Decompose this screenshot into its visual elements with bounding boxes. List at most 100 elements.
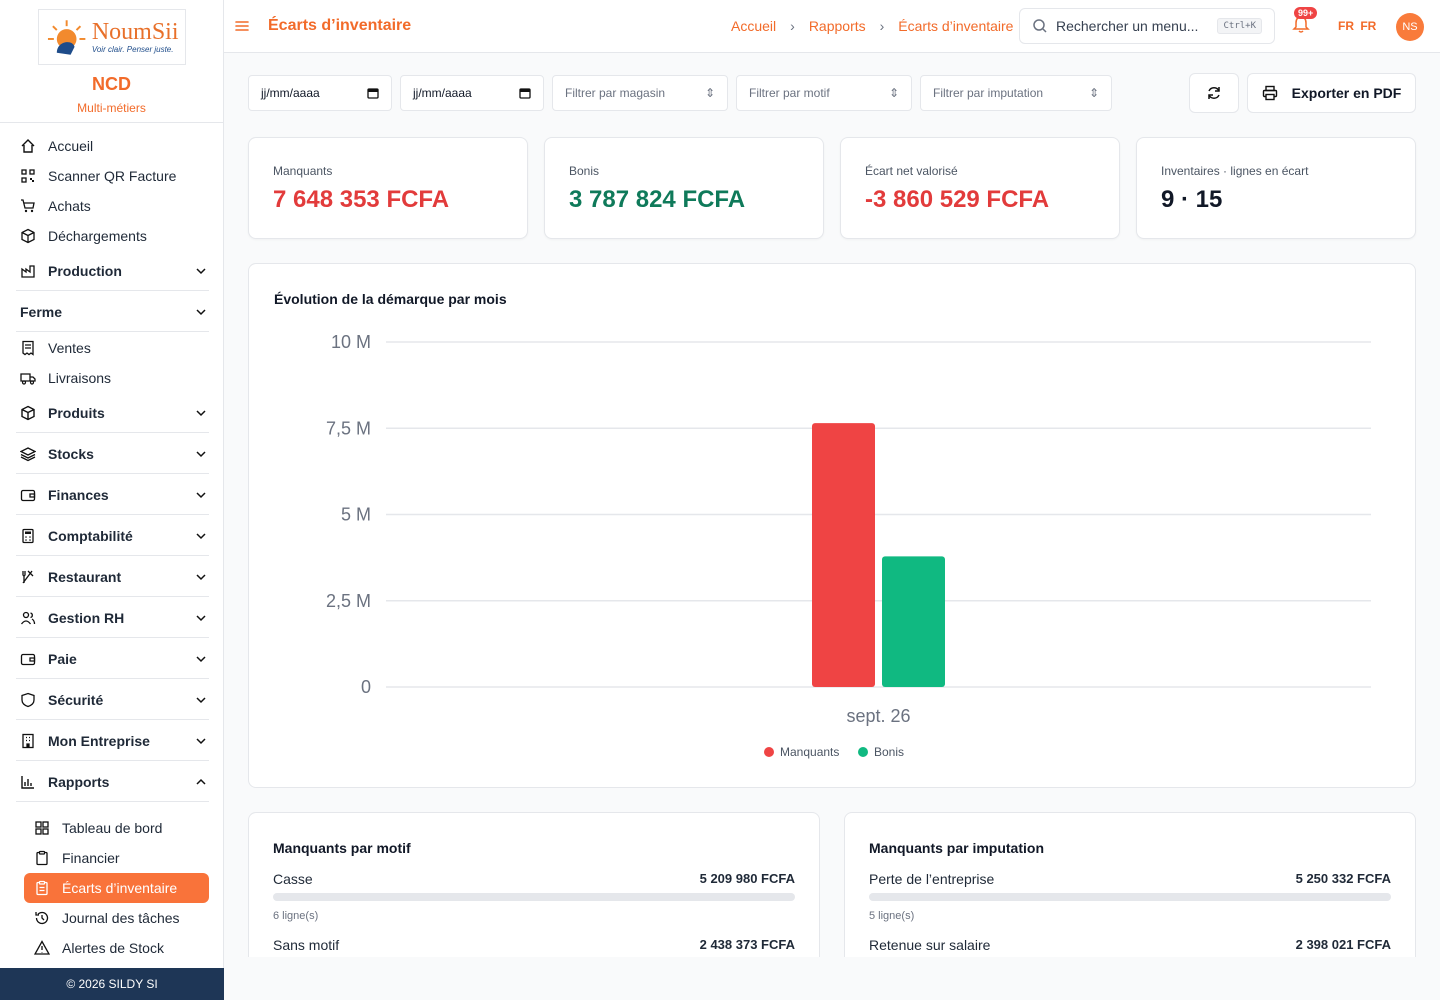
box-icon: [20, 405, 36, 421]
sidebar-item-label: Achats: [48, 198, 91, 214]
sidebar-item-accueil[interactable]: Accueil: [16, 131, 209, 161]
footer: © 2026 SILDY SI: [0, 968, 224, 1000]
bar-chart-icon: [20, 774, 36, 790]
export-pdf-button[interactable]: Exporter en PDF: [1247, 73, 1416, 113]
sidebar-subitem-label: Financier: [62, 850, 120, 866]
y-tick-label: 5 M: [341, 505, 371, 525]
cart-icon: [20, 198, 36, 214]
logo-tagline: Voir clair. Penser juste.: [91, 45, 174, 54]
printer-icon: [1262, 85, 1277, 101]
sidebar-group-stocks[interactable]: Stocks: [16, 434, 209, 474]
bar-manquants: [812, 423, 875, 687]
logo-name: NoumSii: [91, 19, 179, 45]
date-to-value: jj/mm/aaaa: [413, 86, 472, 100]
chevron-down-icon: [196, 655, 206, 662]
kpi-label: Inventaires · lignes en écart: [1161, 164, 1309, 178]
reason-amount: 2 438 373 FCFA: [699, 937, 795, 952]
layers-icon: [20, 446, 36, 462]
sidebar-group-comptabilite[interactable]: Comptabilité: [16, 516, 209, 556]
sidebar-item-achats[interactable]: Achats: [16, 191, 209, 221]
progress-bar: [869, 893, 1391, 901]
utensils-icon: [20, 569, 36, 585]
shield-icon: [20, 692, 36, 708]
sidebar-item-label: Déchargements: [48, 228, 147, 244]
sidebar-group-label: Rapports: [48, 773, 110, 790]
logo[interactable]: NoumSii Voir clair. Penser juste.: [37, 9, 186, 65]
sidebar-group-label: Gestion RH: [48, 609, 125, 626]
sidebar-group-label: Stocks: [48, 445, 94, 462]
breadcrumb-accueil[interactable]: Accueil: [731, 18, 777, 34]
sidebar-subitem-label: Alertes de Stock: [62, 940, 164, 956]
date-to-input[interactable]: jj/mm/aaaa: [400, 75, 544, 111]
breadcrumb-current: Écarts d’inventaire: [898, 18, 1014, 34]
calendar-icon[interactable]: [519, 87, 531, 99]
sidebar-group-label: Restaurant: [48, 568, 122, 585]
sidebar-group-label: Production: [48, 262, 122, 279]
sidebar-subitem-tableau-de-bord[interactable]: Tableau de bord: [24, 813, 209, 843]
sidebar-group-mon-entreprise[interactable]: Mon Entreprise: [16, 721, 209, 761]
page-title: Écarts d’inventaire: [268, 17, 412, 34]
chevron-right-icon: ›: [790, 18, 795, 34]
kpi-value: 9 · 15: [1161, 186, 1223, 213]
viewport-bottom-edge: [224, 957, 1440, 1000]
sidebar-group-production[interactable]: Production: [16, 251, 209, 291]
date-from-input[interactable]: jj/mm/aaaa: [248, 75, 392, 111]
imputation-filter-select[interactable]: Filtrer par imputation ⇕: [920, 75, 1112, 111]
breadcrumb: Accueil › Rapports › Écarts d’inventaire: [731, 18, 1013, 34]
imputation-label: Perte de l’entreprise: [869, 871, 995, 887]
bar-chart: 0 2,5 M 5 M 7,5 M 10 M sept. 26 Manquants Bonis: [326, 332, 1371, 759]
sidebar-item-livraisons[interactable]: Livraisons: [16, 363, 209, 393]
list-item: Casse 5 209 980 FCFA: [273, 871, 795, 887]
avatar[interactable]: NS: [1396, 13, 1424, 41]
history-icon: [34, 910, 50, 926]
store-filter-placeholder: Filtrer par magasin: [565, 86, 666, 100]
sidebar-subitem-ecarts-d-inventaire[interactable]: Écarts d’inventaire: [24, 873, 209, 903]
language-switch[interactable]: FR FR: [1338, 19, 1376, 33]
sidebar-group-gestion-rh[interactable]: Gestion RH: [16, 598, 209, 638]
refresh-icon: [1208, 87, 1220, 99]
home-icon: [20, 138, 36, 154]
flag-fr-icon: FR: [1338, 19, 1354, 33]
sidebar-item-scanner-qr-facture[interactable]: Scanner QR Facture: [16, 161, 209, 191]
list-item: Sans motif 2 438 373 FCFA: [273, 937, 795, 953]
search-input[interactable]: Rechercher un menu... Ctrl+K: [1019, 8, 1275, 44]
breadcrumb-rapports[interactable]: Rapports: [808, 18, 866, 34]
sidebar-group-restaurant[interactable]: Restaurant: [16, 557, 209, 597]
chevrons-up-down-icon: ⇕: [1088, 86, 1099, 100]
wallet-icon: [20, 651, 36, 667]
kpi-card-bonis: Bonis 3 787 824 FCFA: [544, 137, 824, 239]
sidebar-group-produits[interactable]: Produits: [16, 393, 209, 433]
sidebar-item-dechargements[interactable]: Déchargements: [16, 221, 209, 251]
chart-title: Évolution de la démarque par mois: [274, 291, 507, 307]
sidebar: NoumSii Voir clair. Penser juste. NCD Mu…: [0, 0, 224, 1000]
kpi-card-manquants: Manquants 7 648 353 FCFA: [248, 137, 528, 239]
sidebar-subitem-alertes-de-stock[interactable]: Alertes de Stock: [24, 933, 209, 963]
y-tick-label: 10 M: [331, 332, 371, 352]
sidebar-group-label: Mon Entreprise: [48, 732, 150, 749]
kpi-value: 7 648 353 FCFA: [273, 186, 450, 213]
refresh-button[interactable]: [1189, 73, 1239, 113]
by-reason-title: Manquants par motif: [273, 840, 411, 856]
sidebar-item-label: Accueil: [48, 138, 94, 154]
kpi-card-inventaires: Inventaires · lignes en écart 9 · 15: [1136, 137, 1416, 239]
chevron-up-icon: [196, 778, 206, 785]
sidebar-subitem-label: Journal des tâches: [62, 910, 180, 926]
sidebar-item-ventes[interactable]: Ventes: [16, 333, 209, 363]
line-count: 5 ligne(s): [869, 910, 915, 922]
sidebar-group-securite[interactable]: Sécurité: [16, 680, 209, 720]
reason-filter-select[interactable]: Filtrer par motif ⇕: [736, 75, 912, 111]
sidebar-subitem-journal-des-taches[interactable]: Journal des tâches: [24, 903, 209, 933]
sidebar-group-finances[interactable]: Finances: [16, 475, 209, 515]
legend-marker: [764, 747, 774, 757]
menu-icon[interactable]: [234, 18, 250, 34]
dashboard-icon: [34, 820, 50, 836]
bar-bonis: [882, 556, 945, 687]
sidebar-subitem-financier[interactable]: Financier: [24, 843, 209, 873]
calendar-icon[interactable]: [367, 87, 379, 99]
date-from-value: jj/mm/aaaa: [261, 86, 320, 100]
truck-icon: [20, 370, 36, 386]
store-filter-select[interactable]: Filtrer par magasin ⇕: [552, 75, 728, 111]
sidebar-group-paie[interactable]: Paie: [16, 639, 209, 679]
sidebar-group-rapports[interactable]: Rapports: [16, 762, 209, 802]
sidebar-group-ferme[interactable]: Ferme: [16, 292, 209, 332]
